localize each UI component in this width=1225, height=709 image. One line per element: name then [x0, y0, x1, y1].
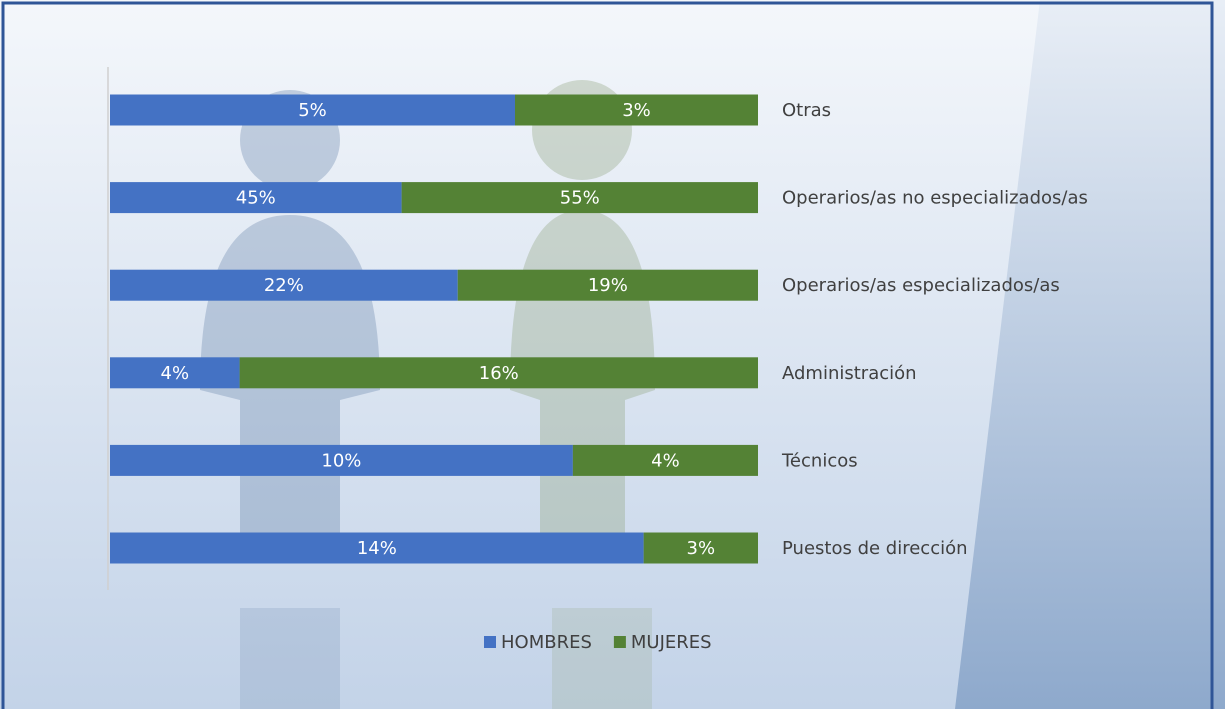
page: 5% 3% Otras 45% 55% Operarios/as no especiali…	[0, 0, 1225, 709]
legend-label: HOMBRES	[501, 632, 592, 653]
legend-swatch	[614, 636, 626, 648]
category-label: Administración	[782, 363, 917, 384]
data-label: 22%	[264, 275, 304, 296]
category-label: Técnicos	[781, 450, 858, 471]
category-label: Operarios/as no especializados/as	[782, 188, 1088, 209]
category-label: Operarios/as especializados/as	[782, 275, 1060, 296]
data-label: 55%	[560, 188, 600, 209]
chart: 5% 3% Otras 45% 55% Operarios/as no especiali…	[0, 0, 1225, 709]
legend-label: MUJERES	[631, 632, 712, 653]
data-label: 10%	[321, 450, 361, 471]
data-label: 4%	[651, 450, 680, 471]
data-label: 45%	[236, 188, 276, 209]
data-label: 14%	[357, 538, 397, 559]
data-label: 4%	[161, 363, 190, 384]
category-label: Puestos de dirección	[782, 538, 968, 559]
category-label: Otras	[782, 100, 831, 121]
legend-swatch	[484, 636, 496, 648]
data-label: 19%	[588, 275, 628, 296]
data-label: 5%	[298, 100, 327, 121]
data-label: 3%	[687, 538, 716, 559]
data-label: 3%	[622, 100, 651, 121]
data-label: 16%	[479, 363, 519, 384]
